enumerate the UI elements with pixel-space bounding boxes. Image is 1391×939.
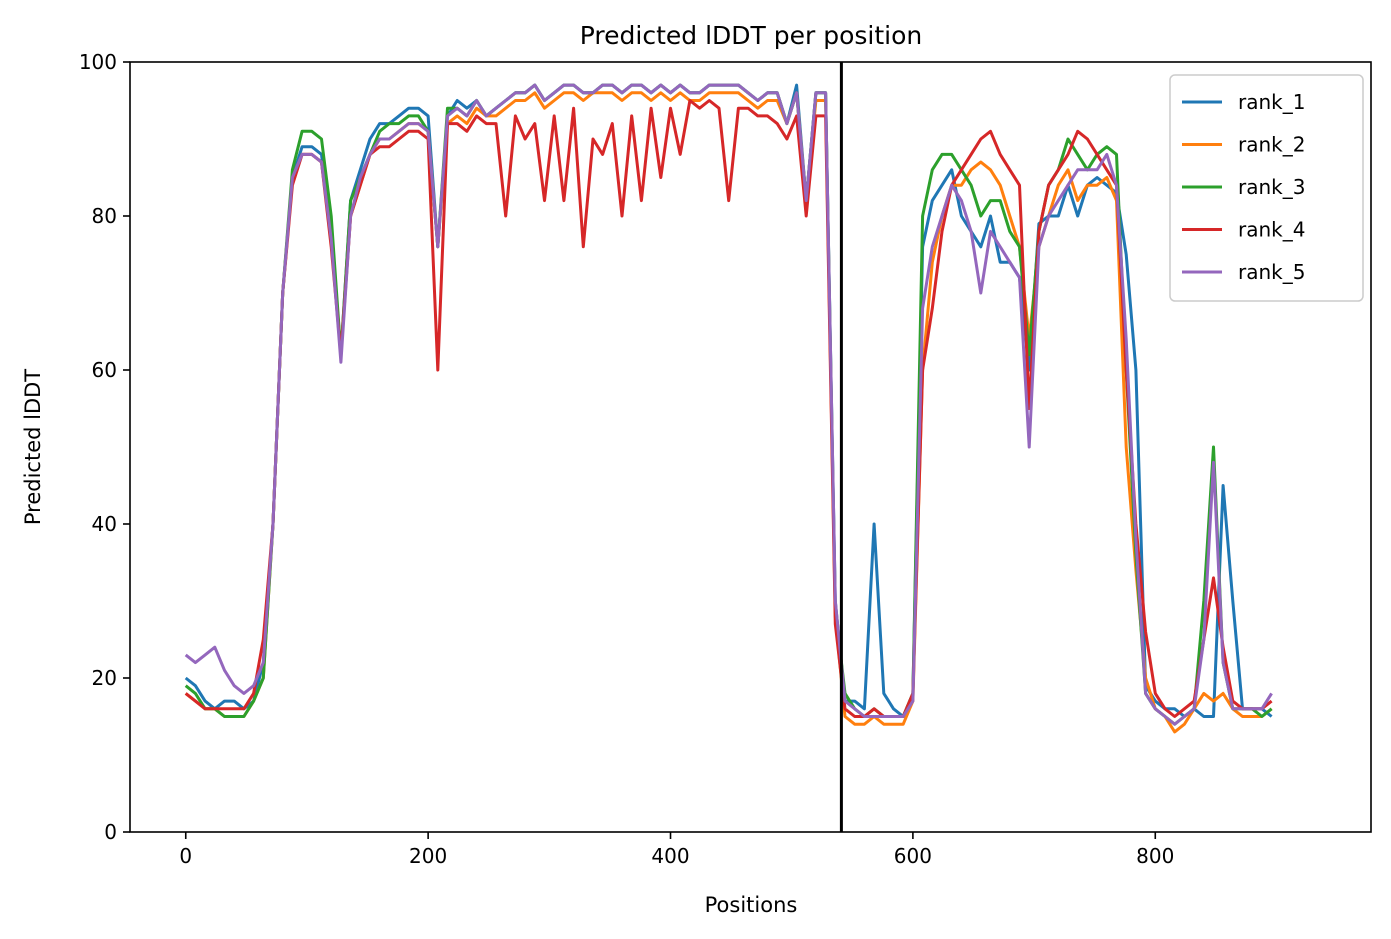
x-tick-label: 400	[651, 844, 689, 868]
series-line-rank_4	[184, 99, 1273, 718]
y-tick-label: 20	[92, 666, 117, 690]
x-tick-label: 800	[1136, 844, 1174, 868]
legend: rank_1 rank_2 rank_3 rank_4 rank_5	[1169, 74, 1364, 302]
x-tick-label: 600	[894, 844, 932, 868]
x-axis-title: Positions	[705, 893, 798, 917]
plot-area	[184, 62, 1273, 832]
y-axis-title: Predicted lDDT	[21, 369, 45, 525]
x-tick-label: 0	[179, 844, 192, 868]
chart-title: Predicted lDDT per position	[580, 21, 922, 50]
y-tick-label: 100	[79, 50, 117, 74]
axes: 0 200 400 600 800 0 20 40 60 80 100	[79, 50, 1372, 868]
legend-label-rank_2: rank_2	[1238, 133, 1305, 157]
legend-box	[1169, 74, 1364, 302]
y-tick-label: 60	[92, 358, 117, 382]
legend-label-rank_5: rank_5	[1238, 260, 1305, 284]
x-tick-label: 200	[409, 844, 447, 868]
legend-label-rank_3: rank_3	[1238, 175, 1305, 199]
plot-frame	[129, 61, 1372, 833]
y-tick-label: 80	[92, 204, 117, 228]
series-line-rank_5	[184, 83, 1273, 726]
legend-label-rank_4: rank_4	[1238, 218, 1305, 242]
legend-label-rank_1: rank_1	[1238, 90, 1305, 114]
y-tick-label: 0	[104, 820, 117, 844]
y-tick-label: 40	[92, 512, 117, 536]
